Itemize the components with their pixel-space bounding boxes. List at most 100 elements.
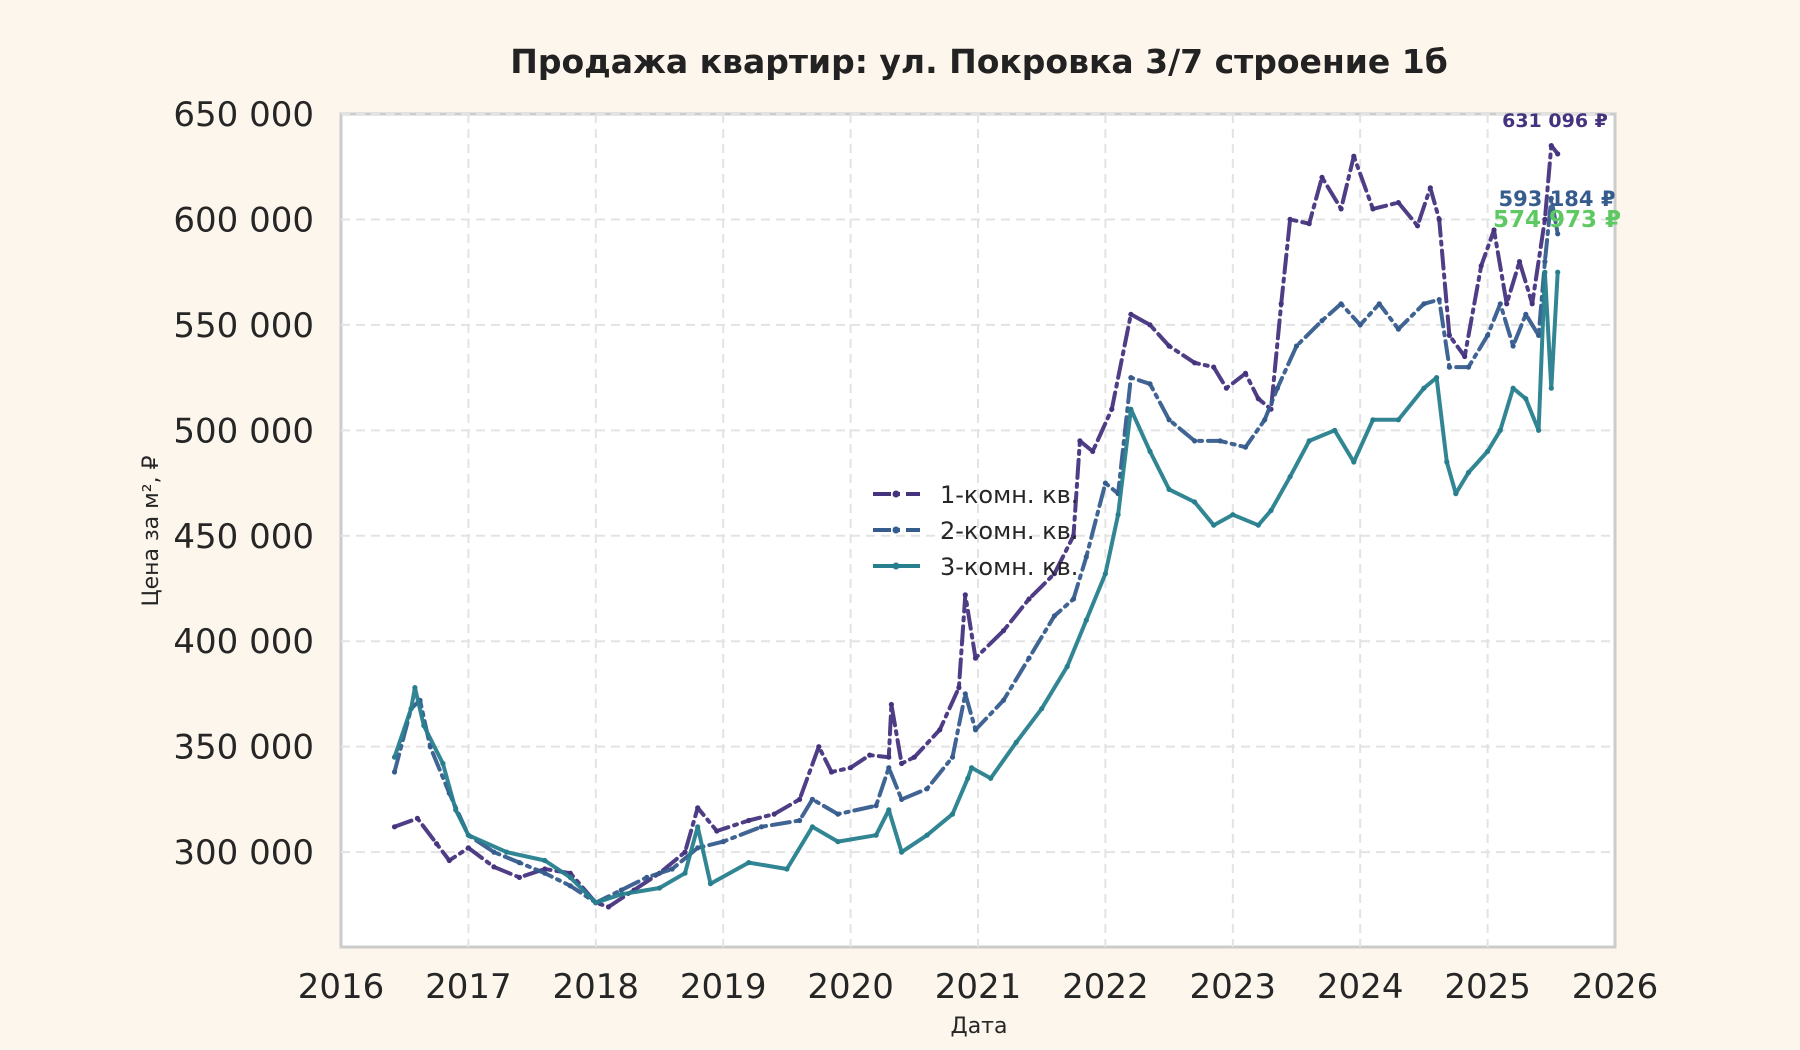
data-point	[1147, 381, 1153, 387]
data-point	[542, 866, 548, 872]
data-point	[1306, 438, 1312, 444]
data-point	[1000, 697, 1007, 703]
legend-marker	[892, 562, 900, 570]
data-point	[809, 796, 816, 803]
end-labels: 631 096 ₽ 593 184 ₽574 973 ₽	[1493, 110, 1621, 233]
data-point	[867, 752, 873, 758]
data-point	[491, 864, 497, 870]
data-point	[1230, 512, 1236, 518]
data-point	[414, 815, 420, 822]
x-tick-label: 2017	[425, 967, 512, 1007]
data-point	[848, 765, 854, 771]
data-point	[873, 803, 879, 809]
data-point	[1166, 486, 1172, 492]
data-point	[695, 824, 701, 830]
data-point	[1255, 522, 1261, 528]
data-point	[644, 874, 650, 881]
data-point	[1436, 297, 1442, 303]
data-point	[434, 841, 440, 847]
data-point	[1102, 571, 1108, 577]
x-tick-label: 2018	[553, 967, 640, 1007]
data-point	[924, 832, 930, 838]
data-point	[1351, 153, 1357, 159]
data-point	[1051, 571, 1057, 577]
data-point	[1548, 195, 1554, 201]
x-tick-label: 2021	[935, 967, 1022, 1007]
data-point	[593, 900, 599, 906]
data-point	[1013, 739, 1019, 746]
data-point	[1332, 427, 1338, 433]
data-point	[1444, 459, 1450, 465]
data-point	[1128, 311, 1134, 317]
data-point	[886, 807, 892, 813]
y-tick-label: 400 000	[173, 622, 314, 662]
data-point	[888, 701, 895, 708]
data-point	[1427, 185, 1433, 191]
data-point	[516, 860, 523, 866]
data-point	[1542, 259, 1548, 265]
legend-label: 3-комн. кв.	[940, 553, 1078, 581]
grid	[341, 113, 1615, 947]
data-point	[465, 845, 471, 851]
data-point	[720, 839, 726, 845]
data-point	[1223, 385, 1229, 391]
data-point	[542, 870, 548, 876]
data-point	[1128, 375, 1134, 381]
data-point	[988, 775, 994, 781]
x-tick-label: 2020	[807, 967, 894, 1007]
data-point	[1242, 444, 1249, 450]
data-point	[1064, 663, 1070, 670]
data-point	[1278, 301, 1284, 307]
data-point	[1255, 396, 1261, 402]
y-tick-label: 650 000	[173, 95, 314, 135]
data-point	[899, 849, 905, 855]
legend-label: 1-комн. кв.	[940, 481, 1078, 509]
data-point	[1465, 469, 1472, 476]
chart-title: Продажа квартир: ул. Покровка 3/7 строен…	[510, 42, 1448, 81]
data-point	[1026, 596, 1032, 602]
data-point	[886, 754, 892, 760]
data-point	[1109, 406, 1115, 412]
data-point	[1421, 385, 1427, 391]
data-point	[965, 775, 971, 781]
data-point	[1414, 223, 1421, 229]
data-point	[1166, 417, 1172, 423]
data-point	[816, 744, 822, 750]
data-point	[465, 832, 471, 838]
data-point	[828, 769, 835, 775]
data-point	[1555, 231, 1561, 237]
data-point	[1338, 301, 1344, 307]
data-point	[1370, 206, 1376, 212]
data-point	[886, 765, 892, 771]
data-point	[1338, 206, 1344, 212]
x-tick-label: 2026	[1572, 967, 1659, 1007]
data-point	[1485, 448, 1491, 454]
legend-marker	[892, 490, 900, 498]
data-point	[1115, 512, 1121, 518]
data-point	[695, 805, 701, 811]
x-tick-label: 2022	[1062, 967, 1149, 1007]
legend-label: 2-комн. кв.	[940, 517, 1078, 545]
data-point	[1542, 269, 1548, 275]
data-point	[440, 760, 446, 767]
data-point	[427, 744, 433, 750]
data-point	[1436, 216, 1442, 222]
data-point	[669, 866, 675, 872]
data-point	[1051, 613, 1057, 619]
x-tick-label: 2023	[1190, 967, 1277, 1007]
data-point	[972, 727, 979, 733]
y-tick-label: 600 000	[173, 200, 314, 240]
data-point	[1128, 406, 1134, 412]
data-point	[504, 849, 510, 855]
data-point	[491, 849, 497, 855]
data-point	[1497, 301, 1503, 307]
data-point	[707, 881, 714, 887]
data-point	[1453, 491, 1459, 497]
data-point	[937, 727, 943, 733]
y-tick-label: 350 000	[173, 728, 314, 768]
data-point	[1395, 417, 1401, 423]
data-point	[1274, 385, 1280, 391]
data-point	[1192, 360, 1198, 366]
data-point	[421, 723, 427, 729]
data-point	[1446, 364, 1452, 370]
